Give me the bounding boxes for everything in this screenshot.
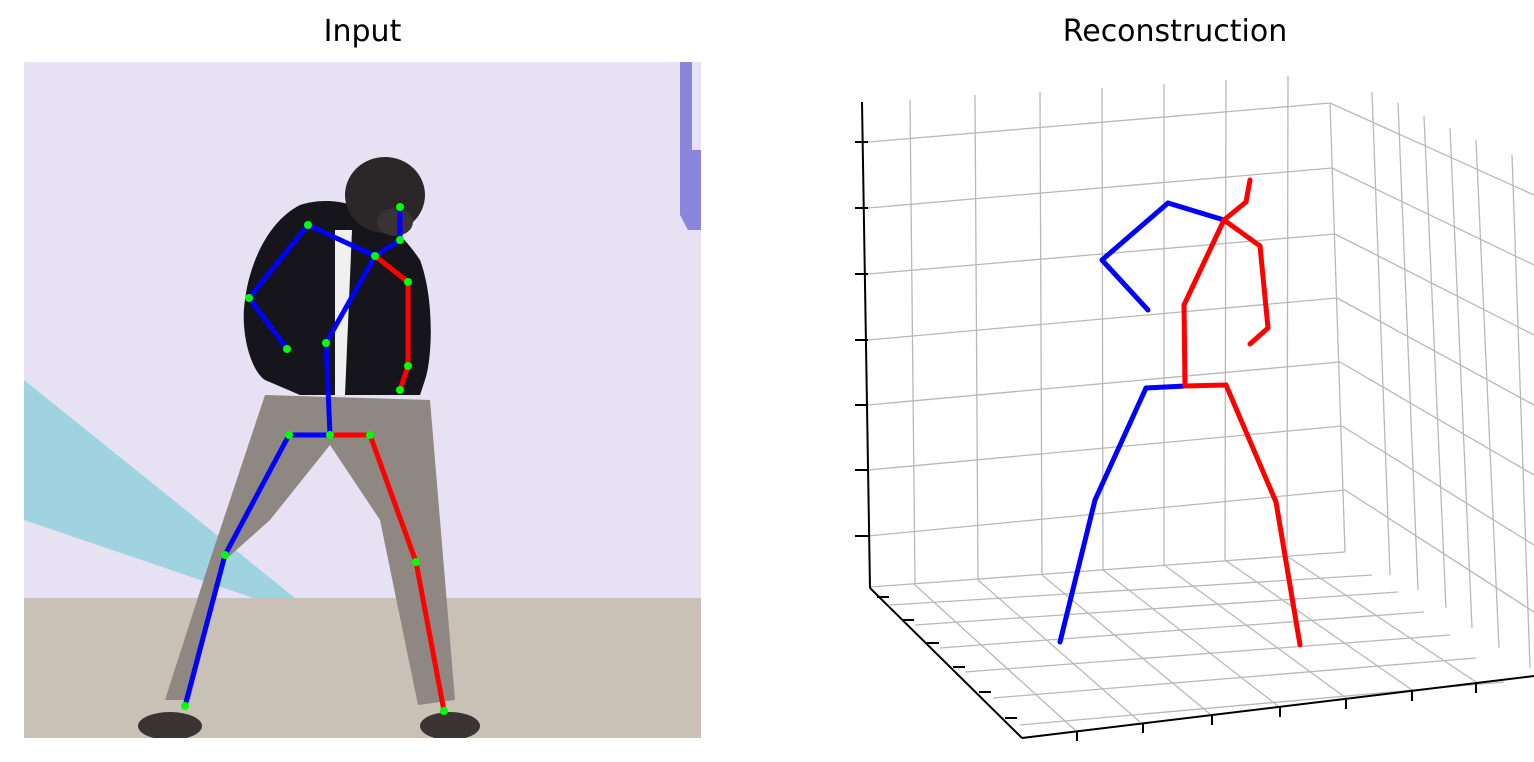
input-panel-title: Input <box>323 14 402 49</box>
skeleton-2d <box>181 203 448 715</box>
keypoints <box>181 203 448 715</box>
axis-ticks <box>855 141 1477 741</box>
face <box>377 208 413 236</box>
skeleton-3d <box>1057 177 1303 648</box>
right-shoe <box>420 712 480 738</box>
reconstruction-3d-axes <box>855 75 1534 741</box>
floor <box>24 598 701 738</box>
reconstruction-panel-title: Reconstruction <box>1062 14 1288 49</box>
input-photo <box>24 62 701 738</box>
axis-lines <box>861 101 1534 739</box>
left-shoe <box>138 712 202 738</box>
sign-element <box>680 62 701 230</box>
grid-lines <box>867 75 1534 731</box>
